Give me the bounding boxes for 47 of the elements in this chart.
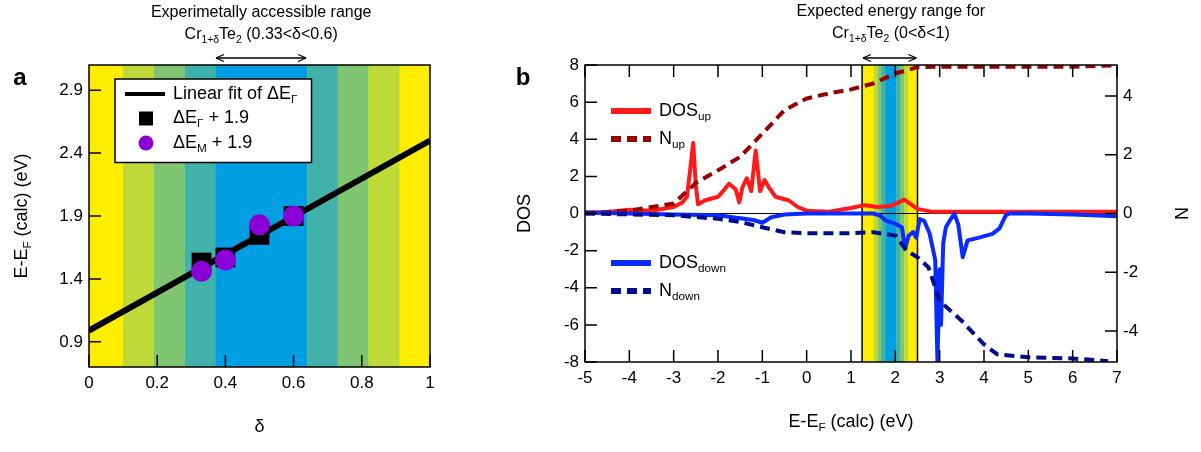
x-tick-label: 3 — [934, 367, 945, 387]
point — [191, 260, 213, 282]
x-tick-label: 1 — [425, 372, 435, 392]
x-tick-label: 0.2 — [145, 372, 170, 392]
y2-axis-title: N — [1171, 207, 1192, 220]
y2-tick-label: 2 — [1123, 144, 1133, 164]
y-tick-label: 1.9 — [59, 205, 83, 225]
y-tick-label: -2 — [563, 240, 579, 260]
y-tick-label: 8 — [569, 54, 579, 74]
y-tick-label: 1.4 — [59, 268, 83, 288]
y-tick-label: 4 — [569, 128, 579, 148]
x-tick-label: 0.4 — [213, 372, 238, 392]
x-axis-title: δ — [254, 415, 265, 436]
y-tick-label: 2.4 — [59, 142, 83, 162]
y2-tick-label: -4 — [1123, 320, 1139, 340]
x-tick-label: -5 — [577, 367, 593, 387]
y-tick-label: 6 — [569, 91, 579, 111]
x-tick-label: -4 — [621, 367, 637, 387]
x-tick-label: 0.8 — [349, 372, 374, 392]
y-axis-title: DOS — [513, 193, 534, 233]
y-tick-label: 2 — [569, 166, 579, 186]
chart-title: a — [13, 62, 28, 90]
x-tick-label: 6 — [1067, 367, 1078, 387]
y-tick-label: -4 — [563, 277, 579, 297]
y2-tick-label: -2 — [1123, 261, 1139, 281]
y-axis-title: E-EF (calc) (eV) — [10, 153, 33, 279]
x-tick-label: 2 — [890, 367, 901, 387]
y-tick-label: -8 — [563, 351, 579, 371]
x-tick-label: 5 — [1023, 367, 1034, 387]
text: Expected energy range for — [796, 2, 986, 20]
x-tick-label: 0.6 — [281, 372, 306, 392]
y2-tick-label: 4 — [1123, 85, 1133, 105]
y-tick-label: 0 — [569, 203, 579, 223]
chart-title: b — [515, 62, 531, 90]
text: Experimetally accessible range — [150, 3, 372, 21]
x-tick-label: 4 — [979, 367, 989, 387]
x-tick-label: 0 — [801, 367, 812, 387]
x-tick-label: -2 — [710, 367, 726, 387]
y-tick-label: -6 — [563, 314, 579, 334]
point — [249, 214, 270, 236]
y-tick-label: 0.9 — [59, 331, 83, 351]
x-tick-label: -3 — [666, 367, 682, 387]
x-tick-label: 7 — [1112, 367, 1122, 387]
x-tick-label: 1 — [846, 367, 856, 387]
x-tick-label: -1 — [754, 367, 770, 387]
y2-tick-label: 0 — [1123, 203, 1133, 223]
y-tick-label: 2.9 — [59, 79, 83, 99]
